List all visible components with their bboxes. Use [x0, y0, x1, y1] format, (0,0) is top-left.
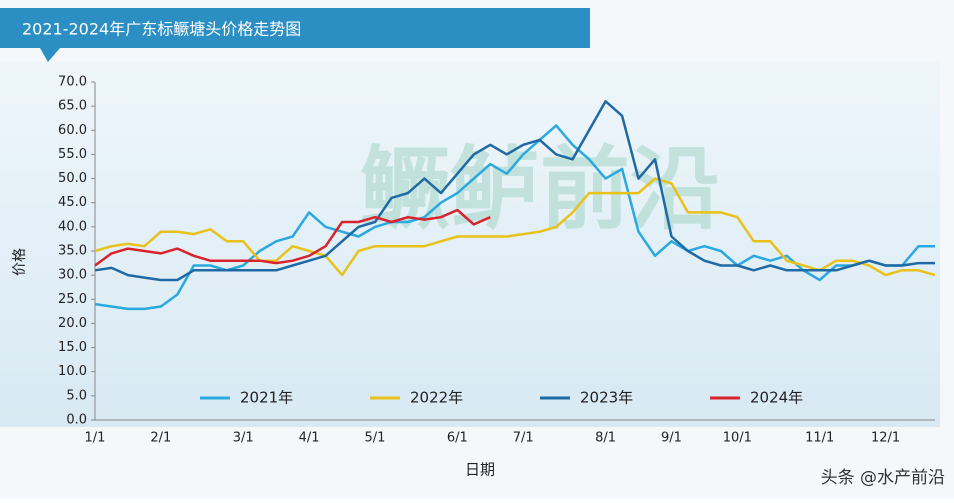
- y-tick-label: 45.0: [58, 195, 87, 210]
- y-tick-label: 65.0: [58, 99, 87, 114]
- legend-label: 2023年: [580, 389, 633, 407]
- source: 头条 @水产前沿: [821, 468, 945, 488]
- y-tick-label: 5.0: [66, 388, 87, 403]
- x-tick-label: 8/1: [595, 431, 616, 446]
- x-tick-label: 5/1: [365, 431, 386, 446]
- y-tick-label: 70.0: [58, 75, 87, 90]
- title-banner: [0, 8, 590, 48]
- y-tick-label: 60.0: [58, 123, 87, 138]
- y-tick-label: 40.0: [58, 219, 87, 234]
- x-tick-label: 4/1: [299, 431, 320, 446]
- y-tick-label: 20.0: [58, 316, 87, 331]
- chart-title: 2021-2024年广东标鳜塘头价格走势图: [22, 20, 301, 39]
- legend-label: 2021年: [240, 389, 293, 407]
- y-tick-label: 35.0: [58, 244, 87, 259]
- watermark: 鳜鲈前沿: [360, 137, 720, 242]
- y-tick-label: 50.0: [58, 171, 87, 186]
- series-line: [94, 208, 491, 267]
- x-tick-label: 10/1: [723, 431, 752, 446]
- series-line: [94, 177, 936, 277]
- legend-label: 2022年: [410, 389, 463, 407]
- y-tick-label: 0.0: [66, 413, 87, 428]
- legend-label: 2024年: [750, 389, 803, 407]
- banner-tip: [40, 48, 60, 62]
- y-tick-label: 15.0: [58, 340, 87, 355]
- x-tick-label: 1/1: [85, 431, 106, 446]
- x-tick-label: 11/1: [805, 431, 834, 446]
- x-tick-label: 2/1: [150, 431, 171, 446]
- y-tick-label: 30.0: [58, 268, 87, 283]
- x-tick-label: 7/1: [513, 431, 534, 446]
- y-axis-label: 价格: [12, 248, 28, 276]
- y-tick-label: 10.0: [58, 364, 87, 379]
- x-tick-label: 3/1: [233, 431, 254, 446]
- x-tick-label: 9/1: [661, 431, 682, 446]
- series-line: [94, 100, 935, 282]
- plot-background: [0, 62, 940, 427]
- x-tick-label: 6/1: [447, 431, 468, 446]
- x-axis-label: 日期: [465, 461, 495, 479]
- x-tick-label: 12/1: [871, 431, 900, 446]
- y-tick-label: 55.0: [58, 147, 87, 162]
- y-tick-label: 25.0: [58, 292, 87, 307]
